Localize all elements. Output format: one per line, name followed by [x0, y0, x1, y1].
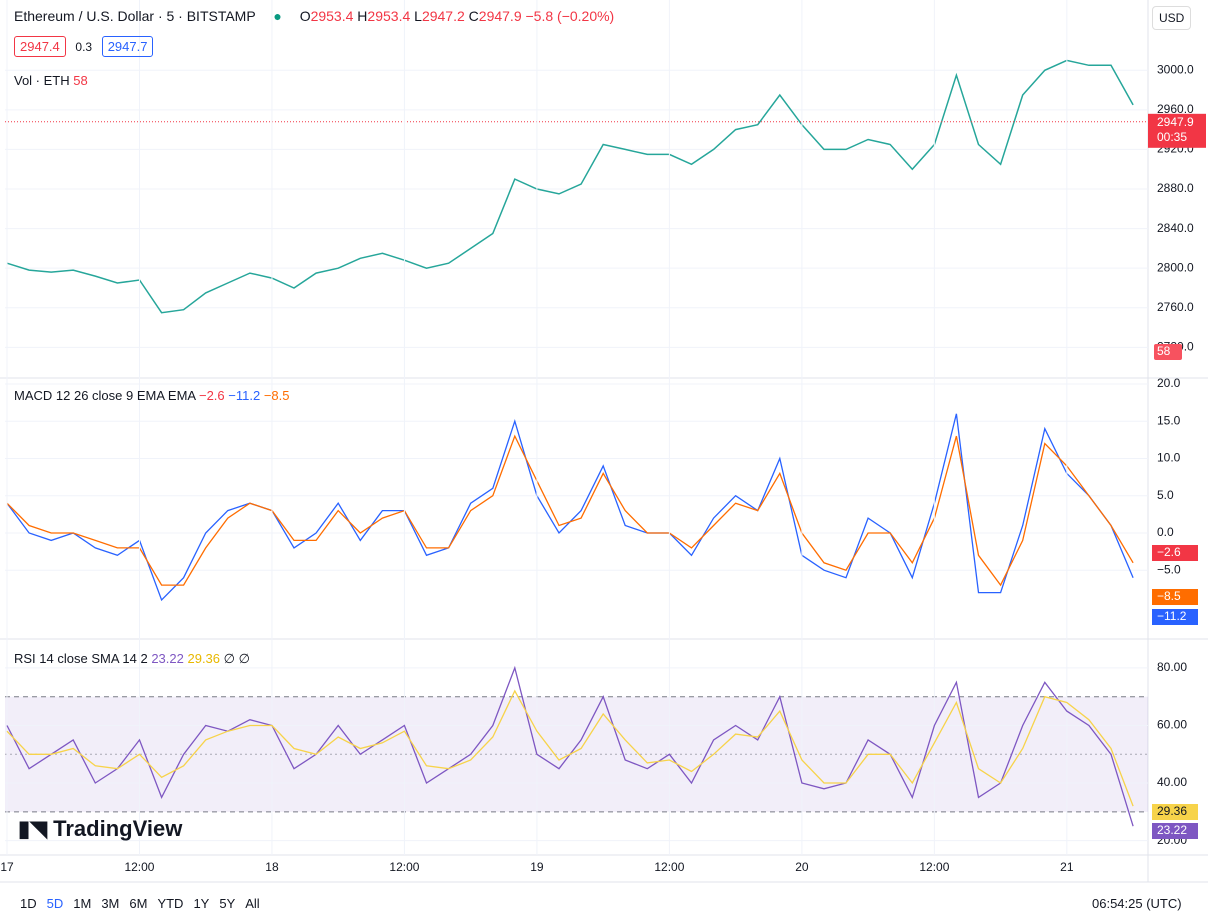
- x-tick-label: 18: [265, 860, 279, 874]
- y-tick-label: 40.00: [1157, 775, 1187, 789]
- ohlc-label: C: [468, 8, 479, 24]
- value-badge: [1152, 545, 1198, 561]
- ohlc-label: L: [414, 8, 422, 24]
- spread: 0.3: [75, 40, 93, 54]
- ohlc-l: L2947.2: [414, 8, 465, 24]
- legend-value: −11.2: [228, 388, 261, 403]
- ohlc-value: 2953.4: [367, 8, 411, 24]
- y-tick-label: 80.00: [1157, 660, 1187, 674]
- series-line: [6, 434, 1134, 587]
- x-tick-label: 17: [0, 860, 14, 874]
- y-tick-label: 15.0: [1157, 413, 1181, 427]
- y-tick-label: 5.0: [1157, 488, 1174, 502]
- range-button[interactable]: 1M: [73, 896, 92, 911]
- rsi-title: RSI 14 close SMA 14 2: [14, 651, 148, 666]
- value-badge-text: −2.6: [1157, 545, 1181, 559]
- volume-badge: [1154, 344, 1182, 360]
- ohlc-label: O: [299, 8, 311, 24]
- y-tick-label: 2800.0: [1157, 260, 1194, 274]
- ohlc-o: O2953.4: [300, 8, 354, 24]
- clock: 06:54:25 (UTC): [1092, 896, 1182, 911]
- x-tick-label: 21: [1060, 860, 1074, 874]
- legend-value: 23.22: [151, 651, 184, 666]
- logo: ▮◥ TradingView: [18, 816, 183, 841]
- ohlc-label: H: [357, 8, 368, 24]
- value-badge-text: 29.36: [1157, 804, 1187, 818]
- price-badge-value: 2947.9: [1157, 115, 1194, 129]
- volume-value: 58: [73, 73, 88, 88]
- range-button[interactable]: 3M: [101, 896, 120, 911]
- y-tick-label: 0.0: [1157, 525, 1174, 539]
- value-badge: [1152, 609, 1198, 625]
- range-button[interactable]: 6M: [129, 896, 148, 911]
- volume-legend: Vol · ETH 58: [14, 73, 88, 88]
- status-dot: ●: [273, 8, 282, 24]
- y-tick-label: 3000.0: [1157, 62, 1194, 76]
- legend-value: −8.5: [263, 388, 290, 403]
- y-tick-label: 10.0: [1157, 451, 1181, 465]
- range-button[interactable]: All: [245, 896, 260, 911]
- x-tick-label: 20: [795, 860, 809, 874]
- y-tick-label: −5.0: [1157, 562, 1181, 576]
- price-badge: [1148, 113, 1206, 148]
- range-button[interactable]: 1D: [20, 896, 37, 911]
- y-tick-label: 60.00: [1157, 718, 1187, 732]
- ohlc-value: 2953.4: [310, 8, 354, 24]
- range-button[interactable]: 1Y: [193, 896, 210, 911]
- value-badge: [1152, 804, 1198, 820]
- ohlc-c: C2947.9: [469, 8, 522, 24]
- range-toolbar: 1D 5D 1M 3M 6M YTD 1Y 5Y All: [20, 896, 270, 911]
- y-tick-label: 20.0: [1157, 376, 1181, 390]
- legend-value: 29.36: [187, 651, 221, 666]
- rsi-legend: RSI 14 close SMA 14 2 23.22 29.36 ∅ ∅: [14, 651, 250, 667]
- quote: 2947.4 0.3 2947.7: [14, 36, 154, 57]
- value-badge: [1152, 589, 1198, 605]
- bid[interactable]: 2947.4: [14, 36, 66, 57]
- currency[interactable]: USD: [1152, 6, 1192, 30]
- ohlc-value: 2947.9: [478, 8, 522, 24]
- x-tick-label: 12:00: [124, 860, 154, 874]
- x-tick-label: 12:00: [654, 860, 684, 874]
- volume-badge-value: 58: [1157, 344, 1171, 358]
- range-button[interactable]: YTD: [157, 896, 184, 911]
- value-badge-text: 23.22: [1157, 823, 1187, 837]
- symbol[interactable]: Ethereum / U.S. Dollar · 5 · BITSTAMP: [14, 8, 256, 24]
- series-line: [6, 413, 1134, 602]
- volume-label: Vol · ETH: [14, 73, 70, 88]
- legend-value: ∅ ∅: [223, 651, 250, 666]
- y-tick-label: 2760.0: [1157, 300, 1194, 314]
- legend-value: −2.6: [198, 388, 225, 403]
- value-badge-text: −8.5: [1157, 589, 1181, 603]
- ohlc-value: 2947.2: [421, 8, 465, 24]
- ask[interactable]: 2947.7: [101, 36, 154, 57]
- y-tick-label: 2840.0: [1157, 221, 1194, 235]
- x-tick-label: 12:00: [919, 860, 949, 874]
- macd-legend: MACD 12 26 close 9 EMA EMA −2.6 −11.2 −8…: [14, 388, 290, 403]
- value-badge: [1152, 823, 1198, 839]
- value-badge-text: −11.2: [1157, 609, 1187, 623]
- change: −5.8 (−0.20%): [525, 8, 615, 24]
- ohlc-h: H2953.4: [357, 8, 410, 24]
- range-button[interactable]: 5Y: [219, 896, 236, 911]
- x-tick-label: 19: [530, 860, 544, 874]
- series-line: [6, 689, 1134, 807]
- y-tick-label: 2880.0: [1157, 181, 1194, 195]
- series-line: [6, 59, 1134, 314]
- y-tick-label: 2960.0: [1157, 102, 1194, 116]
- x-tick-label: 12:00: [389, 860, 419, 874]
- logo-text: TradingView: [53, 816, 183, 841]
- macd-title: MACD 12 26 close 9 EMA EMA: [14, 388, 196, 403]
- header: Ethereum / U.S. Dollar · 5 · BITSTAMP ● …: [14, 8, 614, 24]
- countdown: 00:35: [1157, 130, 1187, 144]
- range-button[interactable]: 5D: [46, 896, 64, 911]
